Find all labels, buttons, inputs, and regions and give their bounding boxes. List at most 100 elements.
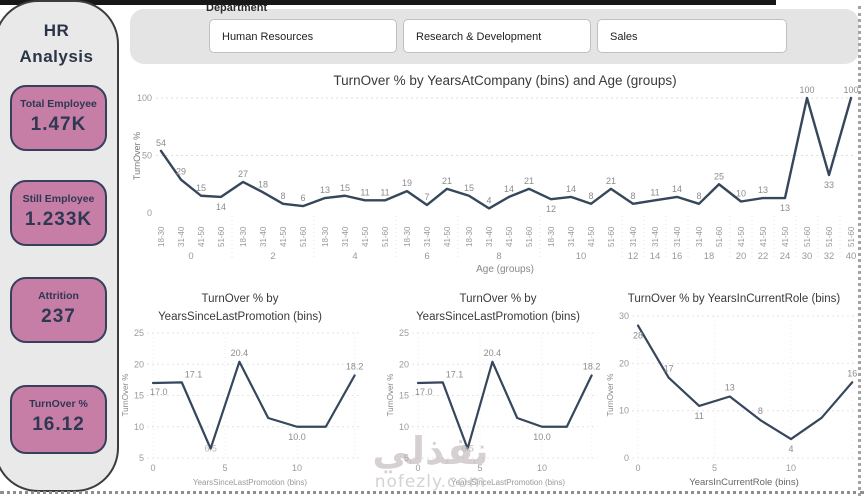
svg-text:41-50: 41-50 [759,226,768,247]
svg-text:31-40: 31-40 [629,226,638,247]
svg-text:0: 0 [150,463,155,473]
svg-text:100: 100 [137,93,152,103]
svg-text:8: 8 [280,191,285,201]
slicer-option-research-development[interactable]: Research & Development [403,19,591,53]
svg-text:31-40: 31-40 [177,226,186,247]
svg-text:10.0: 10.0 [533,432,551,442]
svg-text:10: 10 [134,422,144,432]
svg-text:41-50: 41-50 [443,226,452,247]
svg-text:TurnOver %: TurnOver % [122,374,130,417]
svg-text:5: 5 [477,463,482,473]
kpi-value: 237 [41,306,76,327]
svg-text:41-50: 41-50 [197,226,206,247]
svg-text:7: 7 [424,192,429,202]
top-bar [0,0,776,5]
svg-text:51-60: 51-60 [803,226,812,247]
svg-text:13: 13 [780,203,790,213]
svg-text:TurnOver % by YearsAtCompany (: TurnOver % by YearsAtCompany (bins) and … [333,73,676,88]
slicer-option-sales[interactable]: Sales [597,19,787,53]
svg-text:11: 11 [360,187,369,197]
kpi-value: 1.47K [30,114,87,135]
svg-text:5: 5 [712,463,717,473]
svg-text:18-30: 18-30 [403,226,412,247]
svg-text:6.5: 6.5 [204,444,217,454]
svg-text:18-30: 18-30 [321,226,330,247]
svg-text:51-60: 51-60 [825,226,834,247]
svg-text:10: 10 [576,251,587,262]
svg-text:51-60: 51-60 [525,226,534,247]
svg-text:4: 4 [486,195,491,205]
svg-text:17.1: 17.1 [446,369,464,379]
svg-text:21: 21 [606,176,616,186]
svg-text:30: 30 [802,251,813,262]
svg-text:33: 33 [824,180,834,190]
svg-text:28: 28 [633,331,643,341]
svg-text:17: 17 [664,364,674,374]
svg-text:10: 10 [292,463,302,473]
svg-text:20: 20 [736,251,747,262]
svg-text:14: 14 [650,251,661,262]
svg-text:6: 6 [300,193,305,203]
svg-text:41-50: 41-50 [279,226,288,247]
svg-text:15: 15 [340,183,350,193]
svg-text:18-30: 18-30 [547,226,556,247]
svg-text:31-40: 31-40 [341,226,350,247]
svg-text:20.4: 20.4 [484,348,502,358]
svg-text:14: 14 [566,184,576,194]
department-slicer-label: Department [206,2,268,14]
svg-text:TurnOver % by: TurnOver % by [460,293,537,305]
turnover-by-yearsatcompany-age-chart[interactable]: TurnOver % by YearsAtCompany (bins) and … [128,68,864,278]
turnover-by-yearsincurrentrole-chart[interactable]: TurnOver % by YearsInCurrentRole (bins) T… [598,285,864,499]
svg-text:51-60: 51-60 [847,226,856,247]
svg-text:17.0: 17.0 [415,387,433,397]
svg-text:YearsSinceLastPromotion (bins): YearsSinceLastPromotion (bins) [158,311,322,323]
svg-text:8: 8 [496,251,501,262]
slicer-option-human-resources[interactable]: Human Resources [209,19,397,53]
svg-text:41-50: 41-50 [781,226,790,247]
svg-text:8: 8 [588,191,593,201]
svg-text:29: 29 [176,167,186,177]
svg-text:14: 14 [504,184,514,194]
svg-text:YearsSinceLastPromotion (bins): YearsSinceLastPromotion (bins) [416,311,580,323]
svg-text:11: 11 [695,411,704,421]
kpi-value: 16.12 [32,414,85,435]
svg-text:4: 4 [788,444,793,454]
kpi-label: Total Employee [20,98,97,110]
svg-text:31-40: 31-40 [423,226,432,247]
svg-text:19: 19 [402,178,412,188]
svg-text:10: 10 [537,463,547,473]
svg-text:40: 40 [846,251,857,262]
svg-text:5: 5 [404,453,409,463]
svg-text:4: 4 [352,251,357,262]
svg-text:16: 16 [847,368,857,378]
dotted-frame-bottom [0,491,864,494]
svg-text:21: 21 [524,176,534,186]
turnover-by-yearssincelastpromotion-chart-2[interactable]: TurnOver % by YearsSinceLastPromotion (bi… [366,285,608,499]
svg-text:YearsSinceLastPromotion (bins): YearsSinceLastPromotion (bins) [193,478,307,487]
svg-text:25: 25 [714,171,724,181]
svg-text:10: 10 [399,422,409,432]
svg-text:25: 25 [399,328,409,338]
svg-text:51-60: 51-60 [715,226,724,247]
svg-text:10.0: 10.0 [288,432,306,442]
svg-text:8: 8 [758,406,763,416]
svg-text:51-60: 51-60 [299,226,308,247]
svg-text:18.2: 18.2 [346,362,364,372]
svg-text:15: 15 [134,391,144,401]
kpi-card-total-employee: Total Employee 1.47K [10,85,107,151]
kpi-card-attrition: Attrition 237 [10,277,107,343]
svg-text:TurnOver %: TurnOver % [132,132,142,180]
kpi-label: Attrition [38,290,79,302]
svg-text:41-50: 41-50 [505,226,514,247]
svg-text:8: 8 [630,191,635,201]
kpi-value: 1.233K [24,209,93,230]
svg-text:TurnOver %: TurnOver % [386,374,395,417]
svg-text:13: 13 [758,185,768,195]
kpi-label: Still Employee [22,193,95,205]
svg-text:0: 0 [624,453,629,463]
svg-text:14: 14 [672,184,682,194]
turnover-by-yearssincelastpromotion-chart-1[interactable]: TurnOver % by YearsSinceLastPromotion (bi… [122,285,368,499]
svg-text:13: 13 [725,383,735,393]
svg-text:54: 54 [156,138,166,148]
svg-text:16: 16 [672,251,683,262]
